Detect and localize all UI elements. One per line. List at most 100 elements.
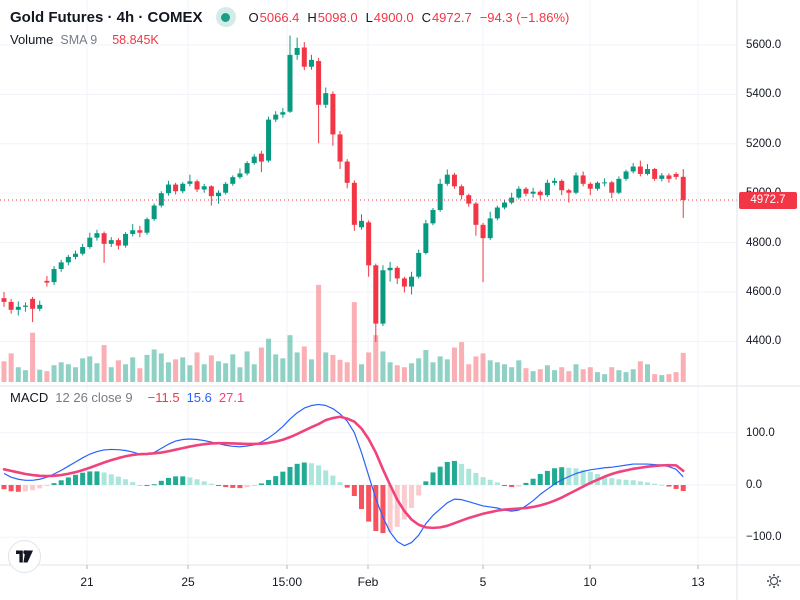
macd-signal-value: 27.1	[218, 390, 245, 405]
macd-histogram-bar	[115, 476, 121, 485]
macd-histogram-bar	[1, 485, 7, 490]
candle-body	[487, 218, 493, 239]
volume-bar	[523, 368, 529, 382]
macd-histogram-bar	[394, 485, 400, 527]
macd-histogram-bar	[530, 478, 536, 485]
candle-body	[645, 168, 650, 174]
candle-body	[115, 240, 121, 246]
volume-bar	[280, 358, 286, 382]
macd-histogram-bar	[216, 485, 221, 486]
volume-bar	[594, 372, 600, 382]
candle-body	[130, 230, 136, 234]
time-axis-label: 21	[80, 575, 94, 589]
candle-body	[273, 114, 279, 120]
macd-histogram-bar	[73, 474, 78, 485]
macd-histogram-bar	[480, 477, 486, 485]
macd-histogram-bar	[366, 485, 372, 522]
volume-bar	[637, 361, 643, 382]
macd-histogram-bar	[666, 485, 672, 487]
symbol-legend[interactable]: Gold Futures · 4h · COMEX O5066.4 H5098.…	[10, 7, 569, 27]
volume-legend[interactable]: Volume SMA 9 58.845K	[10, 32, 159, 47]
macd-histogram-bar	[637, 481, 643, 485]
candle-body	[394, 267, 400, 279]
volume-bar	[137, 368, 143, 382]
macd-histogram-bar	[308, 463, 314, 485]
candle-body	[423, 223, 429, 253]
close-value: 4972.7	[431, 9, 472, 25]
price-axis-label: 5600.0	[746, 39, 782, 51]
macd-histogram-bar	[387, 485, 393, 533]
candle-body	[94, 233, 100, 238]
macd-histogram-bar	[173, 476, 179, 485]
macd-histogram-bar	[201, 481, 207, 485]
volume-bar	[387, 362, 393, 382]
candle-body	[223, 183, 229, 193]
macd-histogram-bar	[294, 463, 300, 485]
volume-bar	[37, 369, 43, 382]
macd-histogram-bar	[223, 485, 229, 488]
volume-bar	[409, 363, 415, 382]
macd-histogram-bar	[509, 485, 515, 488]
candle-body	[451, 174, 457, 187]
candle-body	[301, 47, 307, 67]
macd-histogram-bar	[187, 477, 193, 485]
candle-body	[673, 173, 679, 177]
candle-body	[51, 269, 57, 283]
settings-gear-icon[interactable]	[763, 570, 785, 592]
macd-histogram-bar	[609, 478, 615, 485]
candle-body	[466, 195, 472, 204]
volume-bar	[51, 365, 57, 382]
candle-body	[1, 298, 7, 302]
volume-bar	[494, 362, 500, 382]
macd-histogram-bar	[137, 485, 143, 486]
price-axis-label: 5400.0	[746, 88, 782, 101]
volume-bar	[44, 371, 50, 382]
macd-legend[interactable]: MACD 12 26 close 9 −11.5 15.6 27.1	[10, 390, 244, 405]
tradingview-logo[interactable]	[8, 540, 41, 573]
macd-histogram-bar	[58, 480, 64, 485]
candle-body	[566, 190, 572, 193]
volume-bar	[587, 367, 593, 382]
time-axis-label: 15:00	[271, 575, 303, 589]
macd-signal-line	[2, 415, 685, 530]
volume-bar	[216, 361, 221, 382]
macd-histogram-bar	[15, 485, 21, 492]
volume-bar	[94, 363, 100, 382]
candle-body	[509, 197, 515, 203]
volume-bar	[308, 359, 314, 382]
candle-body	[294, 47, 300, 55]
macd-histogram-bar	[51, 483, 57, 485]
volume-bar	[237, 367, 243, 382]
volume-bar	[223, 363, 229, 382]
macd-histogram-bar	[523, 482, 529, 485]
volume-bar	[165, 362, 171, 382]
volume-bar	[351, 302, 357, 382]
volume-bar	[509, 367, 515, 382]
candle-body	[616, 178, 622, 193]
volume-bar	[566, 371, 572, 382]
volume-bar	[73, 367, 78, 382]
candle-body	[58, 262, 64, 270]
volume-bar	[544, 365, 550, 382]
macd-histogram-bar	[244, 485, 250, 488]
candle-body	[216, 192, 221, 197]
macd-histogram-bar	[94, 471, 100, 485]
candle-body	[180, 183, 186, 192]
volume-bar	[502, 364, 507, 382]
candle-body	[344, 161, 350, 183]
candle-body	[623, 171, 629, 179]
macd-histogram-bar	[466, 468, 472, 485]
candle-body	[366, 222, 372, 266]
time-axis-label: Feb	[357, 575, 379, 589]
macd-histogram-bar	[630, 480, 636, 485]
macd-histogram-bar	[273, 476, 279, 485]
candle-body	[80, 247, 86, 254]
volume-bar	[1, 361, 7, 382]
time-axis-label: 5	[479, 575, 487, 589]
volume-bar	[437, 356, 443, 382]
macd-histogram-bar	[587, 471, 593, 485]
volume-bar	[480, 353, 486, 382]
candle-body	[351, 182, 357, 225]
candle-body	[430, 209, 436, 224]
